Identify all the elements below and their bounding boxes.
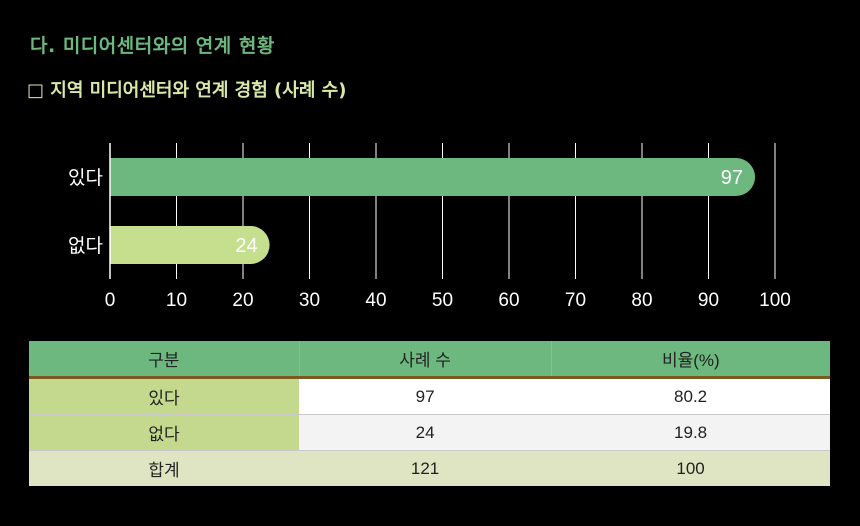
category-label: 없다	[68, 235, 103, 257]
data-table: 구분 사례 수 비율(%) 있다 97 80.2 없다 24 19.8 합계 1…	[29, 341, 830, 486]
x-tick-label: 80	[631, 290, 652, 311]
bar	[110, 158, 756, 196]
x-tick-label: 90	[698, 290, 719, 311]
bar	[110, 226, 270, 264]
section-title: 다. 미디어센터와의 연계 현황	[30, 35, 275, 57]
category-label: 있다	[68, 167, 103, 189]
x-tick-label: 60	[498, 290, 519, 311]
x-tick-label: 100	[759, 290, 791, 311]
row-ratio: 80.2	[551, 377, 830, 415]
x-tick-label: 20	[232, 290, 253, 311]
header-category: 구분	[29, 341, 299, 379]
x-tick-label: 10	[166, 290, 187, 311]
x-tick-label: 30	[299, 290, 320, 311]
header-count: 사례 수	[298, 341, 552, 379]
bar-value-label: 97	[721, 167, 743, 189]
x-tick-label: 40	[365, 290, 386, 311]
row-count: 24	[299, 414, 552, 451]
chart-subtitle: □ 지역 미디어센터와 연계 경험 (사례 수)	[27, 80, 347, 101]
x-tick-label: 0	[105, 290, 116, 311]
header-ratio: 비율(%)	[550, 341, 830, 379]
bar-value-label: 24	[235, 235, 257, 257]
table-header-row: 구분 사례 수 비율(%)	[29, 341, 830, 379]
row-ratio: 19.8	[551, 414, 830, 451]
x-tick-label: 70	[565, 290, 586, 311]
table-total-row: 합계 121 100	[29, 450, 830, 486]
table-row: 있다 97 80.2	[29, 377, 830, 415]
row-label: 없다	[29, 414, 299, 451]
row-label: 합계	[29, 450, 299, 486]
row-label: 있다	[29, 377, 299, 415]
x-tick-label: 50	[432, 290, 453, 311]
row-ratio: 100	[551, 450, 830, 486]
bar-chart: 0 10 20 30 40 50 60 70 80 90 100 97 있다 24 없다	[68, 143, 791, 311]
row-count: 97	[299, 377, 552, 415]
row-count: 121	[299, 450, 552, 486]
table-row: 없다 24 19.8	[29, 414, 830, 451]
